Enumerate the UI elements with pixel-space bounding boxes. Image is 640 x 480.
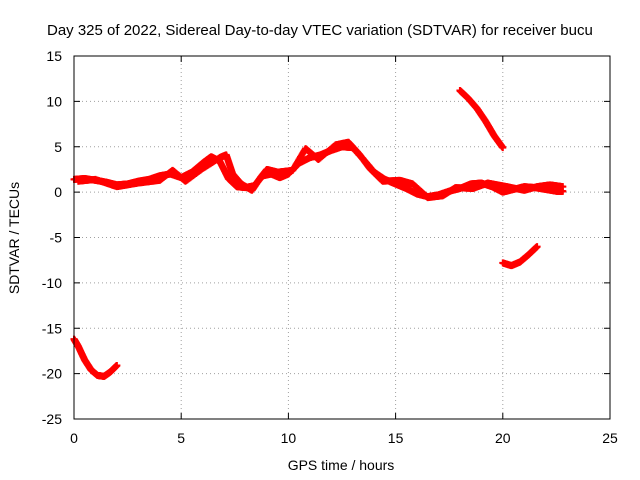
grid-lines: [74, 56, 610, 419]
data-point: [533, 243, 541, 251]
y-tick-label: 0: [54, 184, 62, 200]
y-tick-label: 10: [46, 93, 62, 109]
chart-title: Day 325 of 2022, Sidereal Day-to-day VTE…: [47, 22, 593, 39]
y-axis-label: SDTVAR / TECUs: [6, 182, 22, 294]
x-tick-label: 0: [70, 430, 78, 446]
y-tick-label: -15: [42, 320, 62, 336]
y-tick-label: -25: [42, 411, 62, 427]
y-tick-label: -20: [42, 366, 62, 382]
series-group: [70, 86, 567, 380]
series-trace-high-after-18h: [456, 86, 507, 152]
y-tick-label: 5: [54, 139, 62, 155]
tick-marks: [73, 55, 611, 420]
tick-labels: 0 5 10 15 20 25 -25 -20 -15 -10 -5 0 5 10 15: [42, 48, 618, 446]
x-tick-label: 15: [388, 430, 404, 446]
x-tick-label: 25: [602, 430, 618, 446]
y-tick-label: 15: [46, 48, 62, 64]
data-point: [559, 183, 567, 191]
x-tick-label: 20: [495, 430, 511, 446]
y-tick-label: -10: [42, 275, 62, 291]
series-trace-start-negative: [70, 335, 121, 380]
series-main-trace-b: [74, 138, 567, 202]
data-point: [113, 361, 121, 369]
data-point: [499, 144, 507, 152]
y-tick-label: -5: [50, 230, 63, 246]
x-tick-label: 10: [281, 430, 297, 446]
x-tick-label: 5: [177, 430, 185, 446]
series-trace-low-after-20h: [499, 243, 541, 270]
x-axis-label: GPS time / hours: [288, 457, 395, 473]
